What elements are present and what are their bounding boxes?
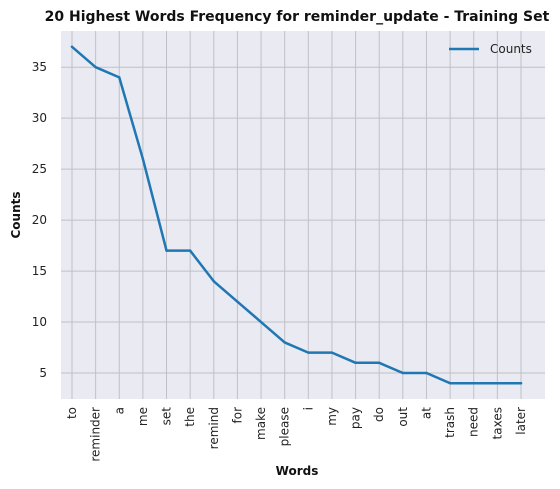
data-point bbox=[425, 371, 428, 375]
x-tick-label: at bbox=[419, 407, 433, 419]
x-tick-label: reminder bbox=[89, 407, 103, 462]
data-point bbox=[283, 341, 286, 344]
x-tick-label: do bbox=[372, 407, 386, 422]
data-point bbox=[94, 65, 97, 69]
y-tick-label: 15 bbox=[32, 264, 47, 278]
data-point bbox=[236, 300, 239, 303]
data-point bbox=[448, 381, 452, 385]
x-tick-label: taxes bbox=[490, 407, 504, 439]
x-tick-label: me bbox=[136, 407, 150, 426]
data-point bbox=[165, 249, 168, 252]
y-tick-label: 20 bbox=[32, 213, 47, 227]
data-point bbox=[141, 157, 145, 161]
y-tick-label: 5 bbox=[39, 366, 47, 380]
data-point bbox=[307, 351, 310, 354]
data-point bbox=[401, 371, 405, 375]
x-gridlines bbox=[71, 31, 522, 399]
x-tick-label: the bbox=[183, 407, 197, 427]
x-tick-label: trash bbox=[443, 407, 457, 438]
data-point bbox=[259, 320, 263, 324]
x-tick-label: my bbox=[325, 407, 339, 426]
x-tick-label: need bbox=[467, 407, 481, 437]
series-layer bbox=[70, 45, 523, 385]
plot-background bbox=[61, 31, 545, 399]
x-tick-label: i bbox=[301, 407, 315, 410]
y-tick-labels: 5 10 15 20 25 30 35 bbox=[32, 60, 47, 380]
x-tick-label: set bbox=[160, 407, 174, 426]
data-point bbox=[496, 381, 499, 385]
data-point bbox=[188, 249, 192, 252]
y-tick-label: 25 bbox=[32, 162, 47, 176]
x-axis-label: Words bbox=[276, 464, 319, 478]
series-line-counts bbox=[70, 45, 523, 385]
x-tick-label: remind bbox=[207, 407, 221, 449]
legend-label: Counts bbox=[490, 42, 532, 56]
x-tick-label: to bbox=[65, 407, 79, 419]
y-tick-label: 30 bbox=[32, 111, 47, 125]
y-tick-label: 10 bbox=[32, 315, 47, 329]
data-point bbox=[330, 351, 334, 354]
x-tick-label: later bbox=[514, 407, 528, 435]
legend: Counts bbox=[449, 42, 532, 56]
x-tick-label: out bbox=[396, 407, 410, 427]
y-gridlines bbox=[61, 66, 545, 374]
data-point bbox=[212, 280, 215, 283]
data-point bbox=[472, 381, 475, 385]
data-point bbox=[378, 361, 381, 365]
y-tick-label: 35 bbox=[32, 60, 47, 74]
data-point bbox=[354, 361, 357, 365]
x-tick-label: for bbox=[230, 407, 244, 424]
data-point bbox=[519, 381, 523, 385]
data-point bbox=[118, 76, 121, 79]
chart-title: 20 Highest Words Frequency for reminder_… bbox=[45, 9, 550, 25]
data-point bbox=[70, 45, 74, 49]
x-tick-label: please bbox=[278, 407, 292, 446]
x-tick-label: make bbox=[254, 407, 268, 440]
x-tick-label: a bbox=[112, 407, 126, 414]
x-tick-labels: to reminder a me set the remind for make please i m… bbox=[65, 407, 528, 462]
x-tick-label: pay bbox=[349, 407, 363, 429]
y-axis-label: Counts bbox=[9, 191, 23, 238]
